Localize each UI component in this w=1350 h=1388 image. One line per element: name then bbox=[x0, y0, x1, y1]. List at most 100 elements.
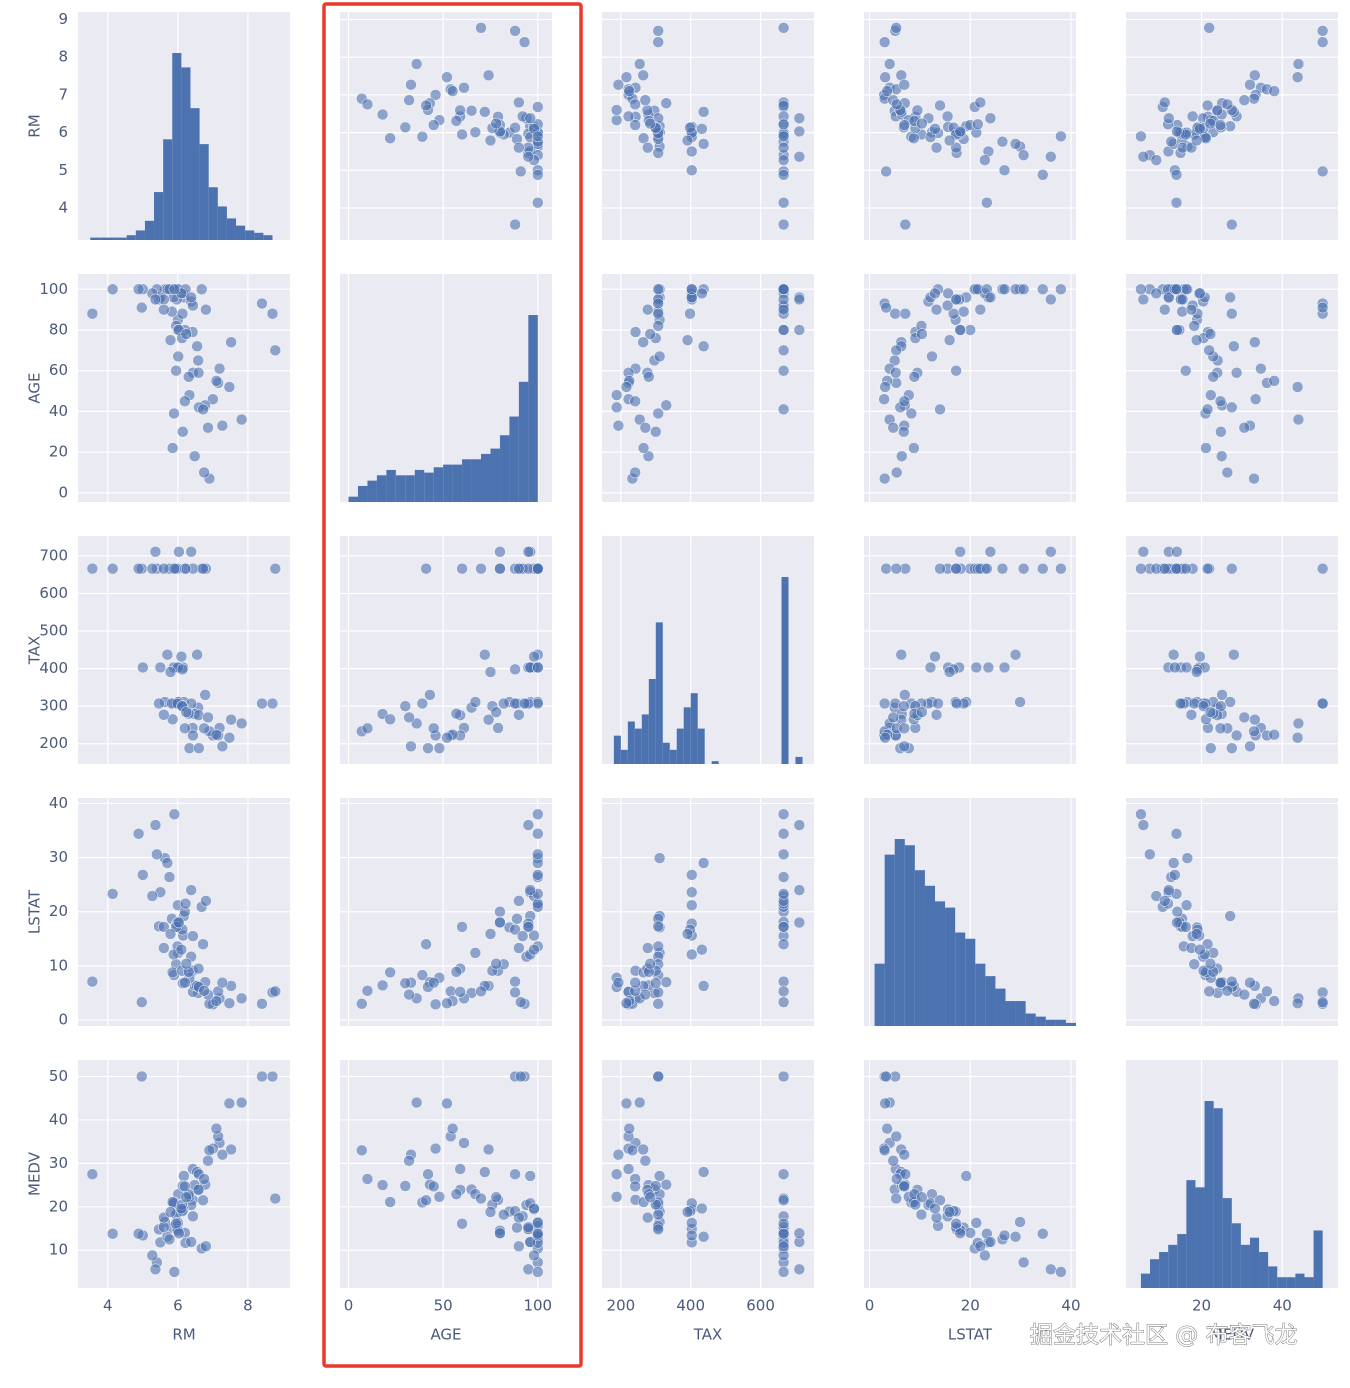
scatter-point bbox=[1194, 650, 1206, 663]
y-tick-label: 8 bbox=[58, 48, 68, 66]
scatter-point bbox=[1190, 134, 1203, 147]
scatter-point bbox=[361, 1173, 374, 1185]
scatter-point bbox=[509, 25, 521, 37]
scatter-point bbox=[639, 421, 652, 434]
y-tick-label: 40 bbox=[49, 794, 68, 812]
histogram-bar bbox=[655, 622, 663, 764]
y-tick-label: 80 bbox=[49, 320, 68, 338]
scatter-point bbox=[890, 98, 903, 111]
scatter-point bbox=[175, 650, 188, 663]
scatter-point bbox=[149, 1263, 162, 1276]
scatter-point bbox=[106, 283, 119, 296]
scatter-point bbox=[954, 1227, 966, 1240]
scatter-point bbox=[777, 921, 790, 933]
scatter-point bbox=[930, 303, 943, 316]
y-tick-label: 30 bbox=[49, 1154, 68, 1172]
scatter-point bbox=[198, 466, 210, 479]
scatter-point bbox=[916, 706, 928, 718]
scatter-point bbox=[149, 293, 162, 306]
scatter-point bbox=[1014, 1216, 1026, 1228]
scatter-point bbox=[479, 648, 491, 661]
histogram-bar bbox=[172, 53, 182, 240]
scatter-point bbox=[957, 305, 970, 318]
scatter-point bbox=[1204, 957, 1217, 970]
scatter-point bbox=[198, 985, 210, 997]
histogram-bar bbox=[376, 475, 387, 502]
histogram-bar bbox=[634, 728, 642, 764]
scatter-point bbox=[1170, 169, 1183, 181]
histogram-bar bbox=[395, 475, 406, 502]
scatter-point bbox=[1180, 899, 1193, 911]
scatter-point bbox=[1238, 94, 1251, 106]
histogram-bar bbox=[1015, 1001, 1026, 1026]
scatter-point bbox=[998, 1229, 1011, 1242]
scatter-point bbox=[1201, 403, 1214, 416]
scatter-point bbox=[623, 1122, 635, 1135]
scatter-point bbox=[899, 307, 912, 320]
scatter-point bbox=[441, 731, 453, 744]
scatter-point bbox=[522, 546, 535, 558]
scatter-point bbox=[154, 661, 167, 674]
scatter-point bbox=[192, 354, 204, 367]
scatter-point bbox=[146, 1249, 159, 1262]
scatter-point bbox=[652, 36, 664, 48]
scatter-point bbox=[652, 307, 664, 320]
x-tick-label: 600 bbox=[746, 1297, 775, 1315]
scatter-point bbox=[996, 562, 1009, 575]
scatter-point bbox=[532, 848, 544, 861]
scatter-point bbox=[879, 1097, 891, 1110]
y-tick-label: 6 bbox=[58, 123, 68, 141]
scatter-point bbox=[926, 350, 938, 363]
scatter-point bbox=[384, 132, 396, 144]
histogram-bar bbox=[620, 749, 628, 764]
histogram-bar bbox=[99, 237, 109, 240]
scatter-point bbox=[1009, 648, 1022, 661]
scatter-point bbox=[1226, 742, 1238, 754]
scatter-point bbox=[509, 986, 521, 999]
scatter-point bbox=[210, 1122, 223, 1135]
y-tick-label: 7 bbox=[58, 85, 68, 103]
scatter-point bbox=[164, 928, 177, 940]
scatter-point bbox=[915, 1208, 928, 1221]
scatter-point bbox=[642, 942, 654, 954]
scatter-point bbox=[881, 1122, 893, 1135]
scatter-point bbox=[1009, 1231, 1022, 1243]
histogram-bar bbox=[1150, 1259, 1160, 1288]
scatter-point bbox=[403, 988, 415, 1001]
scatter-point bbox=[178, 1170, 190, 1182]
scatter-point bbox=[1221, 98, 1234, 111]
scatter-point bbox=[629, 98, 641, 111]
scatter-point bbox=[879, 71, 891, 83]
histogram-bar bbox=[1222, 1198, 1232, 1288]
scatter-point bbox=[469, 947, 482, 959]
highlight-box bbox=[322, 2, 583, 1368]
scatter-point bbox=[492, 722, 504, 734]
scatter-point bbox=[1167, 648, 1180, 661]
scatter-point bbox=[450, 707, 463, 720]
histogram-bar bbox=[518, 381, 529, 502]
scatter-point bbox=[235, 992, 248, 1005]
histogram-bar bbox=[641, 714, 649, 764]
scatter-point bbox=[223, 731, 236, 744]
histogram-bar bbox=[1231, 1223, 1241, 1288]
scatter-point bbox=[168, 1266, 181, 1278]
scatter-point bbox=[1190, 666, 1203, 678]
y-tick-label: 0 bbox=[58, 1011, 68, 1029]
histogram-bar bbox=[499, 435, 510, 502]
histogram-bar bbox=[1065, 1022, 1076, 1026]
scatter-point bbox=[180, 1191, 193, 1203]
scatter-point bbox=[998, 661, 1011, 674]
scatter-point bbox=[629, 326, 642, 338]
scatter-point bbox=[639, 94, 652, 106]
x-tick-label: 20 bbox=[1192, 1297, 1211, 1315]
scatter-point bbox=[1268, 728, 1280, 741]
scatter-point bbox=[898, 395, 911, 407]
x-tick-label: 400 bbox=[676, 1297, 705, 1315]
scatter-point bbox=[652, 283, 664, 296]
histogram-bar bbox=[1295, 1273, 1305, 1288]
scatter-point bbox=[420, 1194, 432, 1207]
scatter-point bbox=[1017, 562, 1030, 575]
scatter-point bbox=[880, 165, 892, 178]
histogram-bar bbox=[669, 749, 677, 764]
panel-background bbox=[602, 536, 814, 764]
